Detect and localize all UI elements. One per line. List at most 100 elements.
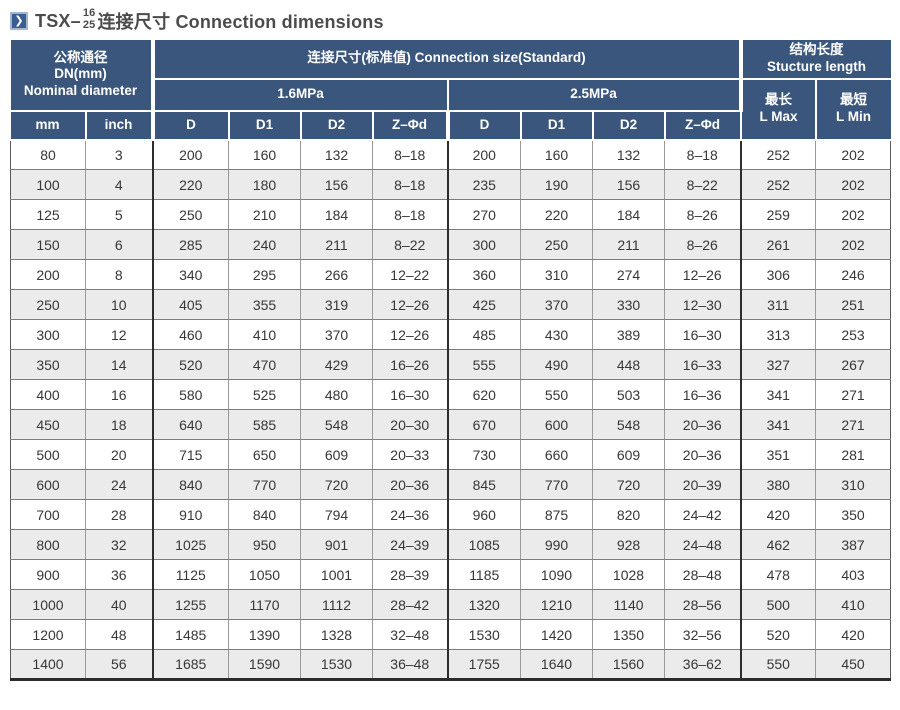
- cell: 8–18: [372, 199, 449, 231]
- cell: 8: [85, 259, 154, 291]
- cell: 300: [10, 319, 86, 351]
- table-row: 800 32 1025 950 901 24–39 1085 990 928 24–48 462 38…: [10, 529, 892, 561]
- title-prefix: TSX–: [35, 10, 81, 31]
- cell: 259: [740, 199, 817, 231]
- cell: 470: [228, 349, 301, 381]
- cell: 1590: [228, 649, 301, 682]
- cell: 16–36: [663, 379, 742, 411]
- cell: 252: [740, 169, 817, 201]
- cell: 330: [592, 289, 665, 321]
- cell: 285: [152, 229, 229, 261]
- cell: 1328: [300, 619, 373, 651]
- cell: 387: [815, 529, 892, 561]
- cell: 180: [228, 169, 301, 201]
- cell: 360: [447, 259, 521, 291]
- cell: 910: [152, 499, 229, 531]
- cell: 500: [740, 589, 817, 621]
- cell: 425: [447, 289, 521, 321]
- cell: 16–26: [372, 349, 449, 381]
- cell: 1025: [152, 529, 229, 561]
- cell: 1028: [592, 559, 665, 591]
- cell: 235: [447, 169, 521, 201]
- table-row: 250 10 405 355 319 12–26 425 370 330 12–30 311 251: [10, 289, 892, 321]
- cell: 1090: [520, 559, 593, 591]
- cell: 8–18: [663, 138, 742, 171]
- cell: 900: [10, 559, 86, 591]
- header-d1-25: D1: [519, 109, 594, 141]
- cell: 990: [520, 529, 593, 561]
- cell: 20–33: [372, 439, 449, 471]
- cell: 1350: [592, 619, 665, 651]
- cell: 20–39: [663, 469, 742, 501]
- table-row: 300 12 460 410 370 12–26 485 430 389 16–30 313 253: [10, 319, 892, 351]
- cell: 252: [740, 138, 817, 171]
- header-mm: mm: [10, 109, 87, 141]
- cell: 1210: [520, 589, 593, 621]
- header-d-16: D: [151, 109, 230, 141]
- cell: 251: [815, 289, 892, 321]
- cell: 490: [520, 349, 593, 381]
- cell: 5: [85, 199, 154, 231]
- cell: 350: [815, 499, 892, 531]
- cell: 370: [300, 319, 373, 351]
- cell: 300: [447, 229, 521, 261]
- table-row: 900 36 1125 1050 1001 28–39 1185 1090 1028 28–48 4…: [10, 559, 892, 591]
- cell: 24–36: [372, 499, 449, 531]
- header-nominal-diameter-dn: DN(mm): [54, 66, 107, 82]
- cell: 1400: [10, 649, 86, 682]
- cell: 12–26: [372, 319, 449, 351]
- table-body: 80 3 200 160 132 8–18 200 160 132 8–18 252 202 100 4 2…: [10, 138, 892, 682]
- fraction-denominator: 25: [82, 19, 96, 31]
- cell: 609: [300, 439, 373, 471]
- cell: 200: [152, 138, 229, 171]
- cell: 875: [520, 499, 593, 531]
- table-row: 350 14 520 470 429 16–26 555 490 448 16–33 327 267: [10, 349, 892, 381]
- cell: 1125: [152, 559, 229, 591]
- cell: 32–56: [663, 619, 742, 651]
- cell: 403: [815, 559, 892, 591]
- table-row: 450 18 640 585 548 20–30 670 600 548 20–36 341 271: [10, 409, 892, 441]
- cell: 600: [520, 409, 593, 441]
- cell: 609: [592, 439, 665, 471]
- cell: 928: [592, 529, 665, 561]
- cell: 220: [520, 199, 593, 231]
- header-d2-16: D2: [299, 109, 374, 141]
- cell: 548: [300, 409, 373, 441]
- title-fraction: 16 25: [83, 8, 96, 31]
- cell: 150: [10, 229, 86, 261]
- cell: 125: [10, 199, 86, 231]
- cell: 211: [592, 229, 665, 261]
- cell: 380: [740, 469, 817, 501]
- cell: 770: [520, 469, 593, 501]
- header-25mpa: 2.5MPa: [446, 77, 743, 112]
- cell: 271: [815, 409, 892, 441]
- cell: 20–36: [372, 469, 449, 501]
- cell: 200: [447, 138, 521, 171]
- cell: 600: [10, 469, 86, 501]
- cell: 720: [300, 469, 373, 501]
- cell: 351: [740, 439, 817, 471]
- header-row-groups: 公称通径 DN(mm) Nominal diameter 连接尺寸(标准值) C…: [10, 40, 891, 112]
- title-suffix: 连接尺寸 Connection dimensions: [97, 12, 384, 32]
- cell: 310: [815, 469, 892, 501]
- cell: 20–36: [663, 439, 742, 471]
- cell: 460: [152, 319, 229, 351]
- cell: 32–48: [372, 619, 449, 651]
- cell: 548: [592, 409, 665, 441]
- cell: 12–26: [372, 289, 449, 321]
- cell: 555: [447, 349, 521, 381]
- page-title: TSX– 16 25 连接尺寸 Connection dimensions: [35, 8, 384, 34]
- cell: 8–22: [663, 169, 742, 201]
- cell: 715: [152, 439, 229, 471]
- cell: 160: [228, 138, 301, 171]
- cell: 12–30: [663, 289, 742, 321]
- cell: 16–30: [663, 319, 742, 351]
- table-header: 公称通径 DN(mm) Nominal diameter 连接尺寸(标准值) C…: [10, 40, 891, 141]
- cell: 1001: [300, 559, 373, 591]
- cell: 24–42: [663, 499, 742, 531]
- cell: 36–48: [372, 649, 449, 682]
- cell: 250: [520, 229, 593, 261]
- cell: 36: [85, 559, 154, 591]
- cell: 800: [10, 529, 86, 561]
- cell: 410: [815, 589, 892, 621]
